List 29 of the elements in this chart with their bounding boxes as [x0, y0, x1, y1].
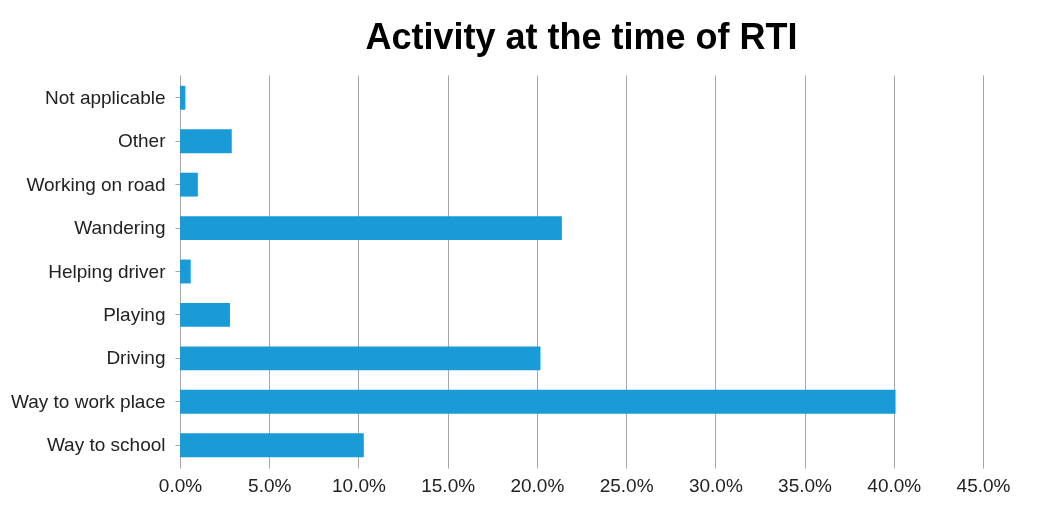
y-tick-label: Playing [103, 303, 166, 325]
y-tick-label: Way to school [46, 434, 166, 456]
y-tick-label: Driving [106, 347, 166, 369]
y-tick-label: Not applicable [45, 86, 166, 108]
x-tick-label: 10.0% [332, 474, 386, 496]
y-tick-label: Working on road [26, 173, 166, 195]
bar [180, 259, 191, 284]
y-tick-label: Wandering [74, 217, 166, 239]
y-tick-label: Way to work place [10, 390, 166, 412]
y-tick-label: Other [117, 130, 167, 152]
bar [180, 433, 364, 458]
x-tick-label: 25.0% [599, 474, 654, 496]
x-tick-label: 35.0% [778, 474, 833, 496]
chart-title: Activity at the time of RTI [365, 16, 798, 57]
x-tick-label: 30.0% [688, 474, 743, 496]
x-tick-label: 45.0% [956, 474, 1011, 496]
y-tick-label: Helping driver [48, 260, 167, 282]
x-tick-label: 40.0% [867, 474, 922, 496]
bar [180, 172, 198, 197]
x-tick-label: 0.0% [158, 474, 203, 496]
x-tick-label: 15.0% [421, 474, 476, 496]
bar [180, 346, 541, 371]
bar [180, 302, 230, 327]
bar [180, 85, 186, 110]
x-tick-label: 5.0% [248, 474, 292, 496]
x-tick-label: 20.0% [510, 474, 565, 496]
bar [180, 129, 232, 154]
bar [180, 216, 562, 241]
bar [180, 389, 896, 414]
